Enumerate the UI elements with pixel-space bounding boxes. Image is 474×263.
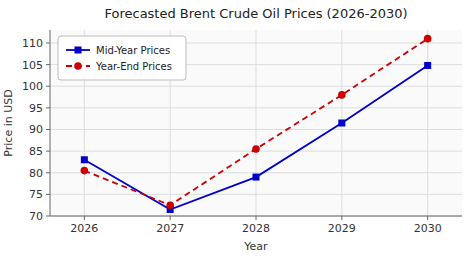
x-grid-line xyxy=(256,30,257,216)
x-tick-label: 2028 xyxy=(242,222,270,235)
x-tick-label: 2026 xyxy=(70,222,98,235)
y-tick-label: 110 xyxy=(22,37,43,50)
y-tick xyxy=(46,42,50,43)
y-tick-label: 75 xyxy=(29,188,43,201)
series-marker xyxy=(424,35,432,43)
y-tick-label: 80 xyxy=(29,167,43,180)
x-tick xyxy=(256,216,257,220)
y-tick xyxy=(46,64,50,65)
series-marker xyxy=(424,62,431,69)
series-marker xyxy=(253,174,260,181)
x-tick xyxy=(341,216,342,220)
y-tick-label: 100 xyxy=(22,80,43,93)
title: Forecasted Brent Crude Oil Prices (2026-… xyxy=(104,6,407,21)
series-marker xyxy=(338,91,346,99)
x-tick xyxy=(170,216,171,220)
x-tick-label: 2029 xyxy=(328,222,356,235)
series-marker xyxy=(166,201,174,209)
legend: Mid-Year Prices Year-End Prices xyxy=(58,36,186,80)
x-grid-line xyxy=(427,30,428,216)
x-axis-line xyxy=(50,216,462,217)
y-tick xyxy=(46,86,50,87)
y-tick-label: 95 xyxy=(29,102,43,115)
x-axis-label: Year xyxy=(243,240,268,253)
y-tick xyxy=(46,172,50,173)
x-tick-label: 2027 xyxy=(156,222,184,235)
y-axis-label: Price in USD xyxy=(2,89,15,156)
chart: 70 75 80 85 90 95 100 105 110 2026 2027 2028 2029 203… xyxy=(0,0,474,263)
y-tick xyxy=(46,194,50,195)
series-marker xyxy=(252,145,260,153)
legend-marker xyxy=(75,47,82,54)
legend-box xyxy=(58,36,186,80)
y-tick xyxy=(46,151,50,152)
y-tick xyxy=(46,107,50,108)
series-line xyxy=(84,65,427,209)
series-marker xyxy=(81,156,88,163)
y-tick-label: 90 xyxy=(29,123,43,136)
series-line xyxy=(84,39,427,206)
y-tick-label: 85 xyxy=(29,145,43,158)
series-marker xyxy=(81,167,89,175)
x-tick xyxy=(427,216,428,220)
series-marker xyxy=(338,120,345,127)
y-tick xyxy=(46,216,50,217)
y-grid-line xyxy=(50,216,462,217)
grid xyxy=(50,30,462,216)
x-tick-label: 2030 xyxy=(414,222,442,235)
data-layer xyxy=(81,35,432,213)
legend-entry: Mid-Year Prices xyxy=(96,45,170,56)
plot-area xyxy=(50,30,462,216)
y-axis-line xyxy=(50,30,51,216)
y-tick xyxy=(46,129,50,130)
x-tick xyxy=(84,216,85,220)
y-tick-label: 70 xyxy=(29,210,43,223)
legend-entry: Year-End Prices xyxy=(95,61,172,72)
legend-marker xyxy=(74,62,82,70)
y-tick-label: 105 xyxy=(22,59,43,72)
